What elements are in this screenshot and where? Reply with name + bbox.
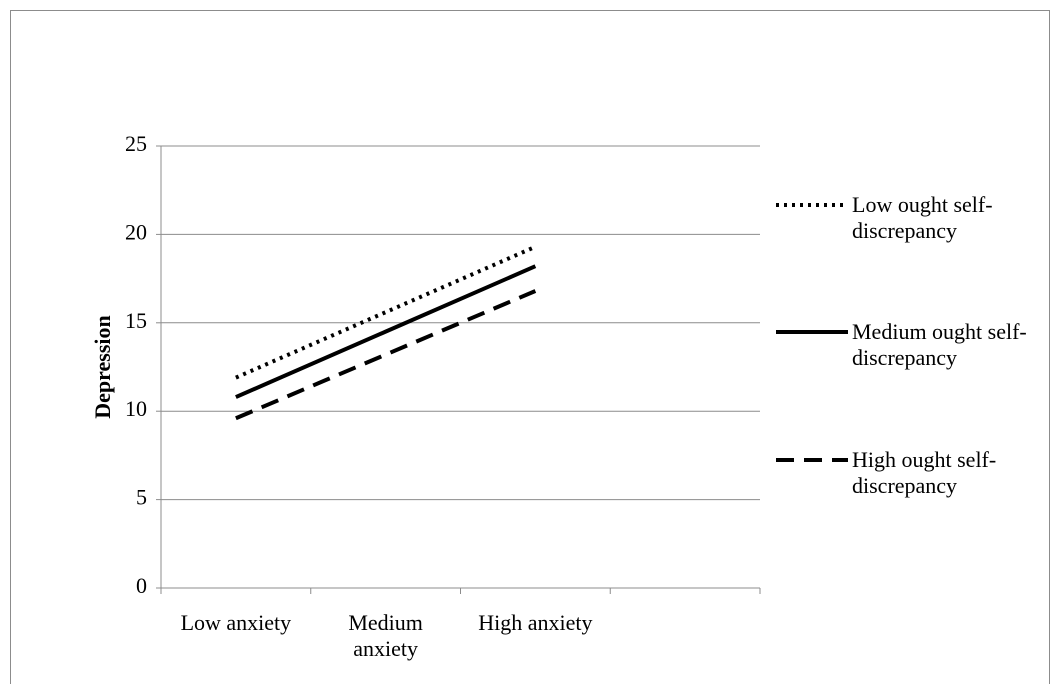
y-tick-label: 5 [136, 485, 147, 510]
y-tick-label: 15 [125, 308, 147, 333]
y-tick-label: 25 [125, 131, 147, 156]
series-line [235, 244, 537, 380]
legend-label: Medium ought self-discrepancy [852, 319, 1027, 370]
x-tick-label: Low anxiety [180, 610, 292, 635]
chart-frame [10, 10, 1050, 684]
series-line [235, 289, 537, 421]
y-tick-label: 10 [125, 396, 147, 421]
x-tick-label: High anxiety [478, 610, 593, 635]
y-tick-label: 0 [136, 573, 147, 598]
x-tick-label: Medium anxiety [348, 610, 423, 661]
legend-label: Low ought self-discrepancy [852, 192, 993, 243]
series-line [235, 264, 537, 399]
legend-label: High ought self-discrepancy [852, 447, 997, 498]
y-axis-label: Depression [90, 315, 115, 419]
y-tick-label: 20 [125, 219, 147, 244]
